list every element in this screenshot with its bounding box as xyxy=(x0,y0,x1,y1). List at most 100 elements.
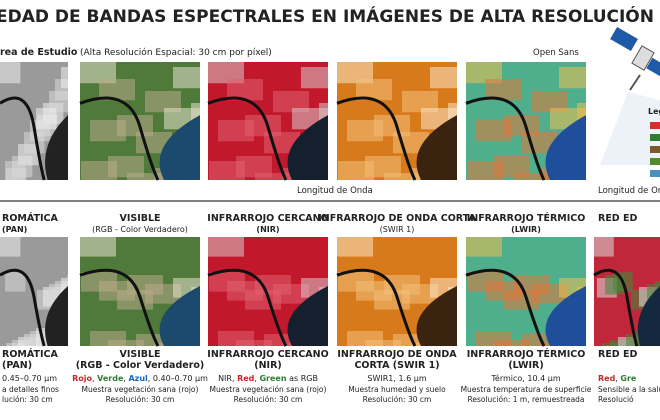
spec-line: NIR, Red, Green as RGB xyxy=(218,374,318,383)
image-patch xyxy=(337,62,373,84)
bottom-title: (RGB - Color Verdadero) xyxy=(76,360,205,371)
spec-part: , xyxy=(123,374,128,383)
image-patch xyxy=(338,272,374,292)
image-patch xyxy=(90,331,126,346)
image-sea xyxy=(159,115,200,180)
axis-label: Longitud de Onda xyxy=(297,186,373,196)
bottom-title: (NIR) xyxy=(254,360,281,371)
band-image xyxy=(465,237,586,347)
bottom-title: RED ED xyxy=(598,349,637,360)
image-patch xyxy=(81,161,117,180)
spec-line: Rojo, Verde, Azul, 0.40–0.70 µm xyxy=(72,374,208,383)
spec-part: Verde xyxy=(97,374,124,383)
column-subtitle: (NIR) xyxy=(256,225,279,234)
image-patch xyxy=(531,91,567,113)
image-patch xyxy=(338,161,374,180)
image-sea xyxy=(45,115,68,180)
image-patch xyxy=(384,173,420,180)
column-subtitle: (PAN) xyxy=(2,225,27,234)
top-image xyxy=(336,62,457,181)
image-patch xyxy=(402,91,438,113)
image-patch xyxy=(466,62,502,84)
axis-label-right: Longitud de Ond xyxy=(598,186,660,196)
spec-part: , xyxy=(615,374,620,383)
image-sea xyxy=(416,286,457,346)
top-image xyxy=(79,62,200,181)
title: EDAD DE BANDAS ESPECTRALES EN IMÁGENES D… xyxy=(0,5,660,27)
spec-part: Térmico, 10.4 µm xyxy=(490,373,560,383)
image-river xyxy=(336,268,417,347)
spec-part: Rojo xyxy=(72,374,92,383)
detail-line: Muestra vegetación sana (rojo) xyxy=(210,385,327,394)
bottom-title: (LWIR) xyxy=(508,360,543,371)
image-patch xyxy=(218,331,254,346)
spec-part: Gre xyxy=(620,374,637,383)
image-sea xyxy=(637,286,660,346)
image-patch xyxy=(476,331,512,346)
column-title: RED ED xyxy=(598,213,637,224)
legend-swatches xyxy=(650,122,660,177)
spec-line: Red, Gre xyxy=(598,374,637,383)
bottom-title: CORTA (SWIR 1) xyxy=(354,360,439,371)
image-river xyxy=(79,96,160,181)
detail-line: Muestra vegetación sana (rojo) xyxy=(82,385,199,394)
column-title: VISIBLE xyxy=(119,213,160,224)
column-subtitle: (RGB - Color Verdadero) xyxy=(92,225,188,234)
spec-part: Red xyxy=(237,374,255,383)
bottom-title: INFRARROJO DE ONDA xyxy=(337,349,457,360)
top-image xyxy=(0,62,68,181)
image-patch xyxy=(0,62,21,84)
detail-line: Muestra humedad y suelo xyxy=(348,385,446,394)
image-patch xyxy=(255,275,291,295)
image-patch xyxy=(208,62,244,84)
beam xyxy=(600,92,660,165)
column-title: INFRARROJO DE ONDA CORTA xyxy=(318,213,476,224)
image-river xyxy=(207,268,288,347)
image-patch xyxy=(5,161,26,180)
spec-part: , xyxy=(254,374,259,383)
detail-line: Muestra temperatura de superficie xyxy=(461,385,592,394)
image-river xyxy=(465,268,546,347)
column-subtitle: (SWIR 1) xyxy=(380,225,415,234)
image-patch xyxy=(384,275,420,295)
image-patch xyxy=(127,275,163,295)
spec-line: Térmico, 10.4 µm xyxy=(490,373,560,383)
image-patch xyxy=(476,120,512,142)
legend-title: Leg xyxy=(648,107,660,116)
image-patch xyxy=(347,120,383,142)
band-image xyxy=(0,237,68,347)
column-title: INFRARROJO TÉRMICO xyxy=(467,212,586,224)
detail-line: Resolución: 1 m, remuestreada xyxy=(467,395,584,404)
detail-line: Resolución: 30 cm xyxy=(106,395,175,404)
area-label: rea de Estudio xyxy=(0,47,78,58)
spec-line: SWIR1, 1.6 µm xyxy=(367,374,426,383)
image-patch xyxy=(273,91,309,113)
image-patch xyxy=(466,237,502,257)
image-river xyxy=(79,268,160,347)
image-patch xyxy=(67,275,68,295)
image-patch xyxy=(127,173,163,180)
column-subtitle: (LWIR) xyxy=(511,225,541,234)
bottom-title: ROMÁTICA xyxy=(2,348,58,360)
image-patch xyxy=(430,67,457,89)
image-sea xyxy=(545,286,586,346)
spec-part: Azul xyxy=(128,374,148,383)
bottom-title: INFRARROJO TÉRMICO xyxy=(467,348,586,360)
image-patch xyxy=(467,161,503,180)
font-note: Open Sans xyxy=(533,48,579,58)
image-river xyxy=(0,96,46,181)
image-sea xyxy=(287,286,328,346)
image-sea xyxy=(287,115,328,180)
area-note: (Alta Resolución Espacial: 30 cm por píx… xyxy=(80,47,272,58)
image-patch xyxy=(61,67,68,89)
top-image xyxy=(207,62,328,181)
band-image xyxy=(336,237,457,347)
band-image xyxy=(79,237,200,347)
spec-part: as RGB xyxy=(287,374,318,383)
image-sea xyxy=(545,115,586,180)
spec-part: Red xyxy=(598,374,616,383)
image-patch xyxy=(301,67,328,89)
spec-part: NIR, xyxy=(218,374,237,383)
